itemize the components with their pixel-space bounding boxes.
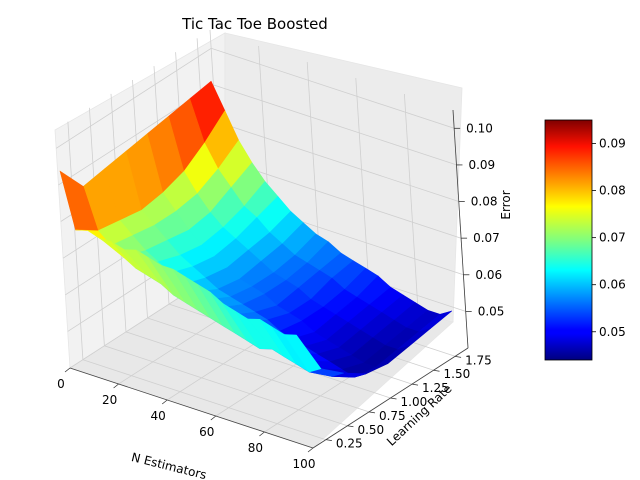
z-axis-ticks: 0.05 0.06 0.07 0.08 0.09 0.10 [454,121,504,318]
z-tick-label: 0.09 [468,158,495,172]
y-tick-label: 1.75 [465,353,492,367]
z-tick-label: 0.05 [478,304,505,318]
colorbar-ticks: 0.05 0.06 0.07 0.08 0.09 [592,137,626,339]
x-tick-label: 60 [199,425,214,439]
x-axis-line [69,367,314,449]
colorbar-tick-label: 0.09 [599,137,626,151]
colorbar-tick-label: 0.08 [599,184,626,198]
y-tick-label: 1.00 [401,395,428,409]
x-tick-label: 20 [102,393,117,407]
x-tick-mark [113,383,119,389]
surface-mesh [59,80,453,378]
x-tick-mark [307,447,314,453]
x-tick-mark [161,399,168,405]
y-tick-mark [347,425,354,428]
colorbar: 0.05 0.06 0.07 0.08 0.09 [544,119,626,361]
x-tick-mark [64,367,71,373]
y-tick-mark [455,355,462,358]
x-axis-label: N Estimators [130,450,208,480]
y-tick-label: 0.50 [357,423,384,437]
y-tick-label: 1.25 [422,381,449,395]
colorbar-tick-label: 0.07 [599,231,626,245]
x-tick-mark [259,431,265,437]
z-tick-label: 0.07 [473,231,500,245]
y-tick-mark [390,397,397,400]
chart-title: Tic Tac Toe Boosted [181,15,328,33]
colorbar-tick-label: 0.06 [599,278,626,292]
surface-facet [284,334,322,373]
y-tick-mark [325,439,332,442]
grid-line-z [55,47,455,149]
z-tick-label: 0.10 [466,121,493,135]
z-tick-label: 0.08 [471,195,498,209]
y-tick-label: 0.25 [336,437,363,451]
z-tick-label: 0.06 [475,268,502,282]
x-tick-mark [210,415,217,421]
x-tick-label: 100 [293,457,316,471]
y-axis-ticks: 0.250.500.751.001.251.501.75 [325,353,492,451]
y-tick-label: 0.75 [379,409,406,423]
z-axis-label: Error [499,190,513,219]
y-tick-mark [433,369,440,372]
y-tick-mark [411,383,419,386]
colorbar-gradient [544,119,593,361]
z-axis-line [452,109,469,349]
y-tick-mark [368,411,376,414]
x-tick-label: 40 [151,409,166,423]
grid-line-z [58,84,457,186]
x-tick-label: 80 [248,441,263,455]
y-tick-label: 1.50 [444,367,471,381]
x-axis-ticks: 0 20 40 60 80 100 [57,367,316,471]
x-tick-label: 0 [57,377,65,391]
colorbar-tick-label: 0.05 [599,325,626,339]
